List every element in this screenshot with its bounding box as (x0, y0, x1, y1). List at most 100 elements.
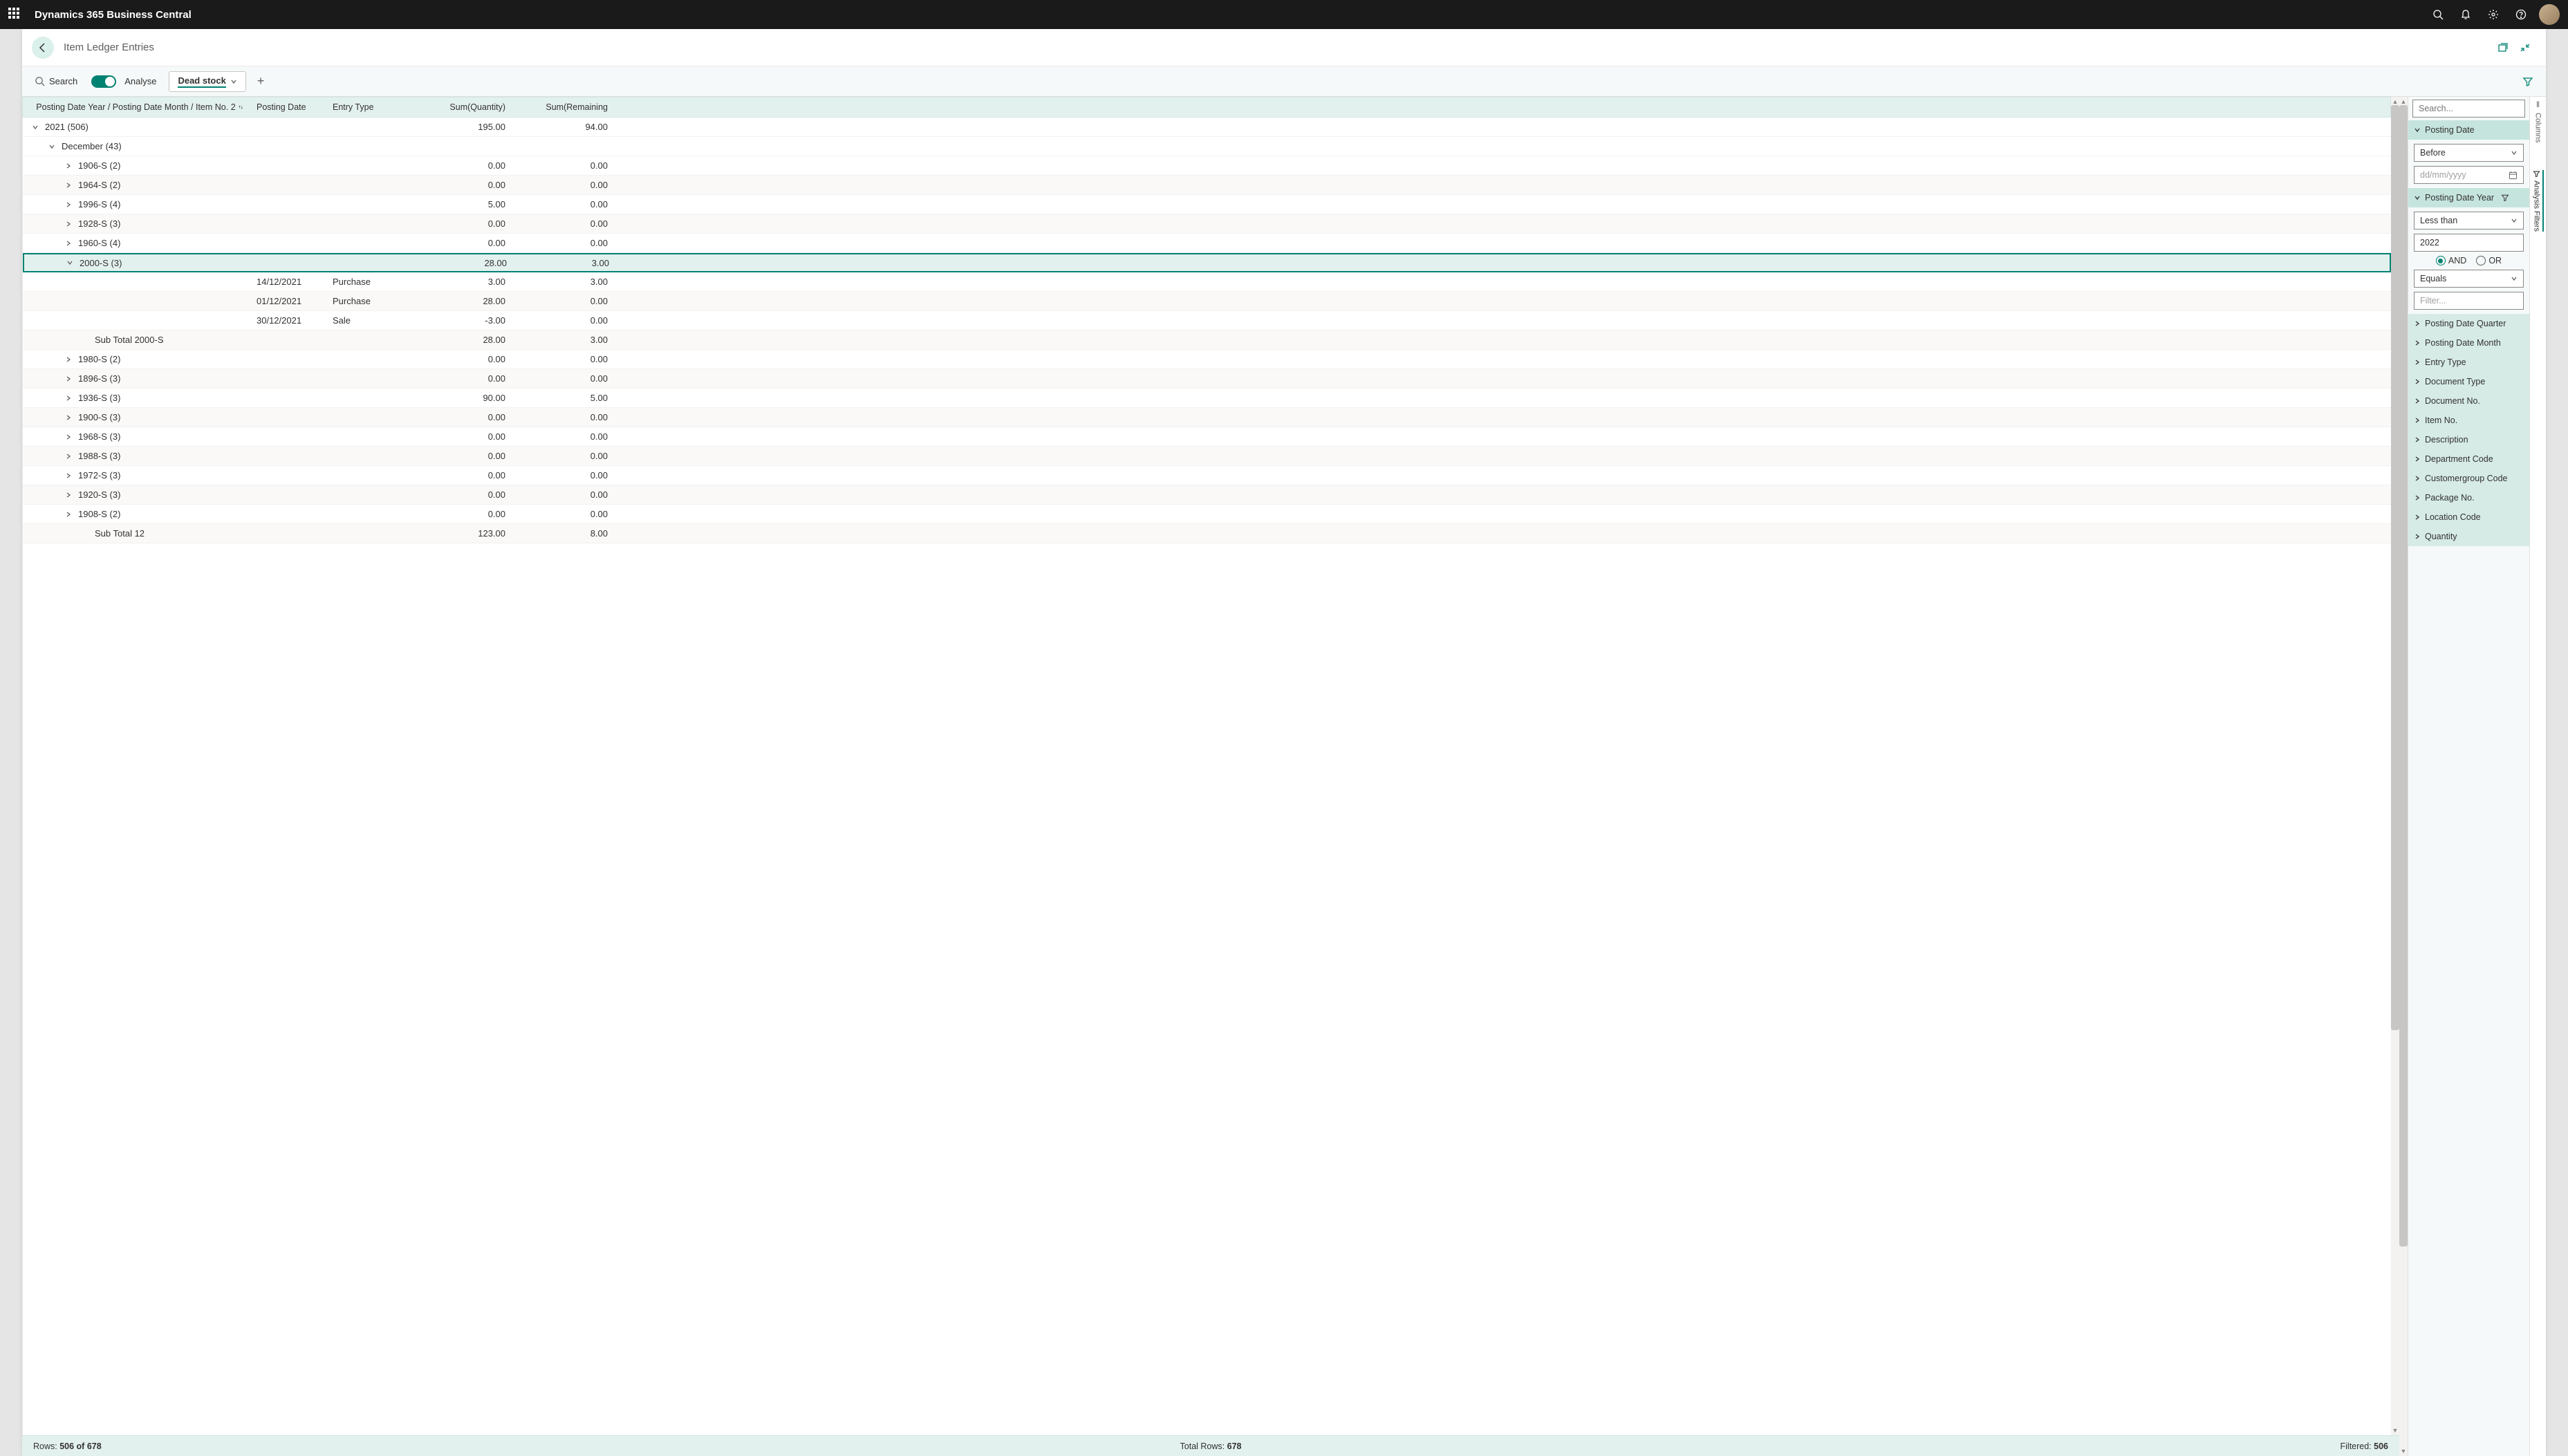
filter-section-collapsed[interactable]: Item No. (2408, 411, 2529, 430)
filter-section-collapsed[interactable]: Entry Type (2408, 353, 2529, 372)
table-row[interactable]: 1960-S (4)0.000.00 (23, 234, 2391, 253)
expand-icon[interactable] (63, 201, 74, 208)
table-row[interactable]: 1972-S (3)0.000.00 (23, 466, 2391, 485)
filter-section-label: Item No. (2425, 416, 2457, 425)
filter-section-collapsed[interactable]: Posting Date Quarter (2408, 314, 2529, 333)
table-row[interactable]: 30/12/2021Sale-3.000.00 (23, 311, 2391, 330)
table-row[interactable]: 2000-S (3)28.003.00 (23, 253, 2391, 272)
expand-icon[interactable] (63, 433, 74, 440)
table-row[interactable]: 1908-S (2)0.000.00 (23, 505, 2391, 524)
table-row[interactable]: 1988-S (3)0.000.00 (23, 447, 2391, 466)
column-header-entry-type[interactable]: Entry Type (326, 102, 410, 112)
table-row[interactable]: 1920-S (3)0.000.00 (23, 485, 2391, 505)
table-row[interactable]: 1906-S (2)0.000.00 (23, 156, 2391, 176)
filter-section-posting-date[interactable]: Posting Date (2408, 120, 2529, 140)
year-operator1-select[interactable]: Less than (2414, 212, 2524, 230)
group-label: 1996-S (4) (78, 199, 120, 209)
expand-icon[interactable] (63, 453, 74, 460)
expand-icon[interactable] (63, 395, 74, 402)
expand-icon[interactable] (63, 414, 74, 421)
collapse-icon[interactable] (30, 124, 41, 131)
expand-icon[interactable] (63, 240, 74, 247)
table-row[interactable]: 1928-S (3)0.000.00 (23, 214, 2391, 234)
table-row[interactable]: 1968-S (3)0.000.00 (23, 427, 2391, 447)
year-value1-input[interactable]: 2022 (2414, 234, 2524, 252)
filter-section-collapsed[interactable]: Document No. (2408, 391, 2529, 411)
table-row[interactable]: 1980-S (2)0.000.00 (23, 350, 2391, 369)
search-button[interactable]: Search (28, 72, 84, 91)
filter-scrollbar[interactable]: ▲ ▼ (2399, 97, 2408, 1456)
year-value2-input[interactable]: Filter... (2414, 292, 2524, 310)
collapse-icon[interactable] (46, 143, 57, 150)
vertical-scrollbar[interactable]: ▲ ▼ (2391, 97, 2399, 1435)
help-icon[interactable] (2507, 1, 2535, 28)
analyse-label: Analyse (124, 76, 156, 86)
filter-section-collapsed[interactable]: Location Code (2408, 507, 2529, 527)
expand-icon[interactable] (63, 492, 74, 498)
filter-section-collapsed[interactable]: Description (2408, 430, 2529, 449)
column-header-group[interactable]: Posting Date Year / Posting Date Month /… (23, 102, 250, 112)
analyse-toggle[interactable]: Analyse (84, 71, 163, 92)
expand-icon[interactable] (63, 511, 74, 518)
column-header-sum-quantity[interactable]: Sum(Quantity) (410, 102, 512, 112)
add-tab-button[interactable]: + (257, 74, 265, 88)
settings-icon[interactable] (2479, 1, 2507, 28)
posting-date-operator-select[interactable]: Before (2414, 144, 2524, 162)
filter-section-collapsed[interactable]: Document Type (2408, 372, 2529, 391)
table-row[interactable]: 1896-S (3)0.000.00 (23, 369, 2391, 389)
and-radio[interactable]: AND (2436, 256, 2466, 265)
year-operator2-select[interactable]: Equals (2414, 270, 2524, 288)
table-row[interactable]: 1964-S (2)0.000.00 (23, 176, 2391, 195)
table-row[interactable]: 1900-S (3)0.000.00 (23, 408, 2391, 427)
expand-icon[interactable] (63, 356, 74, 363)
table-row[interactable]: Sub Total 12123.008.00 (23, 524, 2391, 543)
column-header-posting-date[interactable]: Posting Date (250, 102, 326, 112)
cell-remaining: 0.00 (512, 451, 615, 461)
app-launcher-icon[interactable] (8, 8, 22, 21)
table-row[interactable]: December (43) (23, 137, 2391, 156)
back-button[interactable] (32, 37, 54, 59)
open-new-window-icon[interactable] (2492, 37, 2514, 59)
cell-remaining: 3.00 (512, 335, 615, 345)
grid-body[interactable]: 2021 (506)195.0094.00December (43)1906-S… (22, 118, 2391, 1435)
column-header-sum-remaining[interactable]: Sum(Remaining (512, 102, 615, 112)
expand-icon[interactable] (63, 472, 74, 479)
table-row[interactable]: 01/12/2021Purchase28.000.00 (23, 292, 2391, 311)
user-avatar[interactable] (2539, 4, 2560, 25)
filter-section-collapsed[interactable]: Customergroup Code (2408, 469, 2529, 488)
cell-posting-date: 01/12/2021 (250, 296, 326, 306)
filter-search-input[interactable] (2412, 100, 2525, 118)
posting-date-value-input[interactable]: dd/mm/yyyy (2414, 166, 2524, 184)
analysis-tab[interactable]: Dead stock (169, 71, 245, 92)
cell-remaining: 3.00 (514, 258, 616, 268)
filter-section-posting-date-year[interactable]: Posting Date Year (2408, 188, 2529, 207)
table-row[interactable]: 2021 (506)195.0094.00 (23, 118, 2391, 137)
table-row[interactable]: Sub Total 2000-S28.003.00 (23, 330, 2391, 350)
collapse-icon[interactable] (64, 259, 75, 266)
search-icon[interactable] (2424, 1, 2452, 28)
expand-icon[interactable] (63, 182, 74, 189)
filter-section-collapsed[interactable]: Package No. (2408, 488, 2529, 507)
table-row[interactable]: 1996-S (4)5.000.00 (23, 195, 2391, 214)
expand-icon[interactable] (63, 162, 74, 169)
analysis-filters-tab[interactable]: Analysis Filters (2533, 170, 2544, 232)
chevron-right-icon (2414, 456, 2421, 463)
filter-section-collapsed[interactable]: Quantity (2408, 527, 2529, 546)
notifications-icon[interactable] (2452, 1, 2479, 28)
scroll-up-arrow[interactable]: ▲ (2392, 98, 2399, 105)
collapse-icon[interactable] (2514, 37, 2536, 59)
cell-quantity: 28.00 (410, 335, 512, 345)
columns-tab[interactable]: ⫴ Columns (2534, 101, 2542, 142)
filter-icon[interactable] (2515, 76, 2540, 87)
table-row[interactable]: 1936-S (3)90.005.00 (23, 389, 2391, 408)
analysis-filters-panel: Posting Date Before dd/mm/yyyy Posting D… (2408, 97, 2529, 1456)
expand-icon[interactable] (63, 375, 74, 382)
or-radio[interactable]: OR (2476, 256, 2502, 265)
scroll-down-arrow[interactable]: ▼ (2392, 1427, 2399, 1434)
toggle-switch[interactable] (91, 75, 116, 88)
table-row[interactable]: 14/12/2021Purchase3.003.00 (23, 272, 2391, 292)
expand-icon[interactable] (63, 221, 74, 227)
filter-section-collapsed[interactable]: Posting Date Month (2408, 333, 2529, 353)
cell-remaining: 0.00 (512, 315, 615, 326)
filter-section-collapsed[interactable]: Department Code (2408, 449, 2529, 469)
